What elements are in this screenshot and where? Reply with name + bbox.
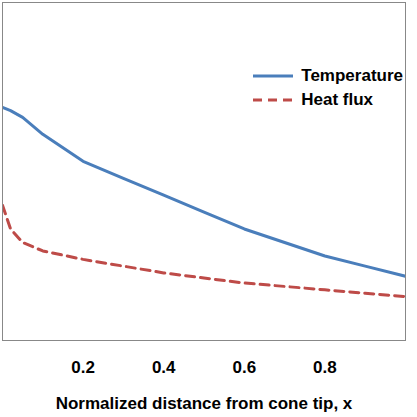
html-text:Heat flux: Heat flux bbox=[301, 90, 374, 109]
svg-text:0.6: 0.6 bbox=[232, 358, 256, 377]
svg-text:0.2: 0.2 bbox=[71, 358, 95, 377]
svg-text:0.8: 0.8 bbox=[313, 358, 337, 377]
svg-text:Normalized distance from cone: Normalized distance from cone tip, x bbox=[56, 394, 353, 413]
svg-text:0.4: 0.4 bbox=[152, 358, 176, 377]
html-text:Temperature: Temperature bbox=[301, 66, 403, 85]
